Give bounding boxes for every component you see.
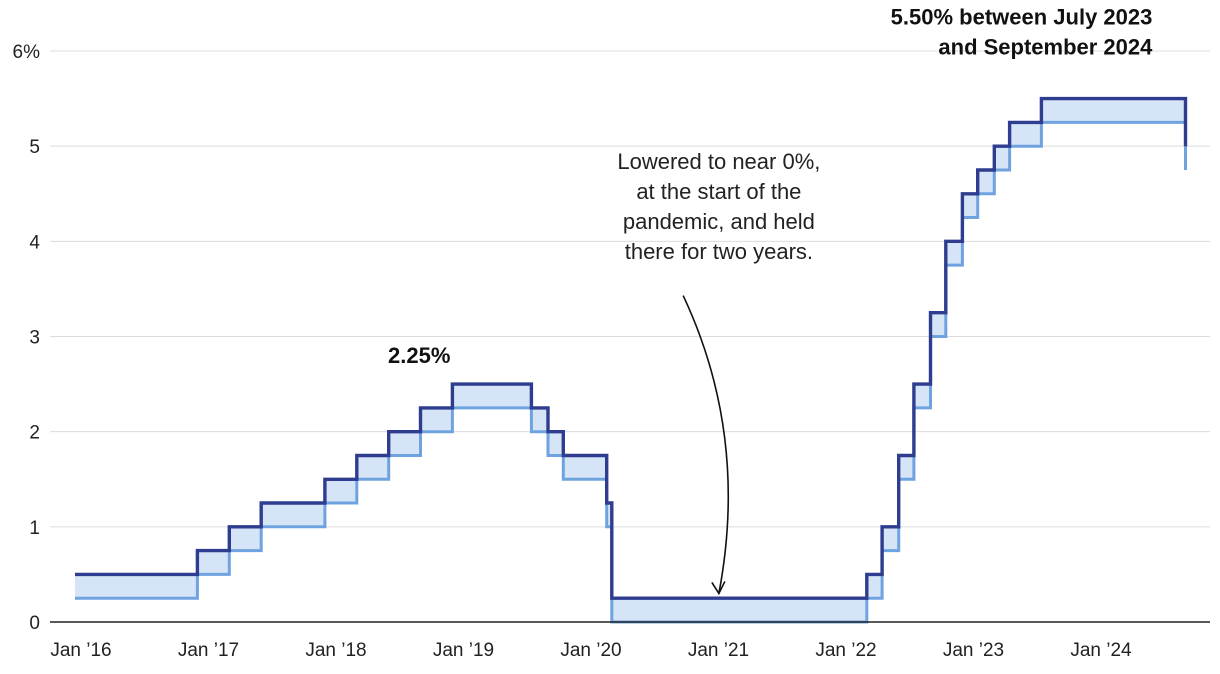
x-tick-label: Jan ’22 — [815, 640, 876, 661]
x-tick-label: Jan ’16 — [50, 640, 111, 661]
x-tick-label: Jan ’19 — [433, 640, 494, 661]
rate-range-fill — [75, 98, 1186, 623]
x-tick-label: Jan ’21 — [688, 640, 749, 661]
annotation-line: at the start of the — [636, 179, 801, 204]
y-tick-label: 1 — [29, 518, 40, 539]
y-tick-label: 2 — [29, 423, 40, 444]
x-tick-label: Jan ’24 — [1070, 640, 1132, 661]
rate-band — [75, 98, 1186, 623]
arrowhead — [711, 581, 726, 596]
x-tick-label: Jan ’20 — [560, 640, 621, 661]
annotation-line: there for two years. — [625, 239, 813, 264]
axes: 0 1 2 3 4 5 6% Jan ’16 Jan ’17 Jan ’18 Jan ’19 Jan … — [13, 42, 1210, 661]
annotation-text: Lowered to near 0%, at the start of the pa… — [617, 149, 820, 264]
y-tick-label: 4 — [29, 232, 40, 253]
annotation-pandemic-note: Lowered to near 0%, at the start of the pa… — [617, 149, 820, 596]
annotation-peak-2019: 2.25% — [388, 343, 450, 368]
annotation-line: 2.25% — [388, 343, 450, 368]
series-line-upper-bound — [75, 96, 1188, 600]
x-tick-label: Jan ’18 — [305, 640, 366, 661]
y-tick-label: 5 — [29, 137, 40, 158]
annotation-text: 2.25% — [388, 343, 450, 368]
x-tick-label: Jan ’23 — [943, 640, 1004, 661]
grid-lines — [50, 50, 1210, 528]
annotation-line: pandemic, and held — [623, 209, 815, 234]
y-tick-label: 6% — [13, 42, 41, 63]
annotation-line: 5.50% between July 2023 — [891, 4, 1153, 29]
rate-lines — [75, 96, 1188, 624]
annotation-arrow — [682, 295, 730, 594]
annotation-line: and September 2024 — [938, 34, 1153, 59]
annotations: 2.25% 5.50% between July 2023 and Septembe… — [388, 4, 1153, 596]
x-tick-label: Jan ’17 — [178, 640, 239, 661]
y-tick-label: 0 — [29, 613, 40, 634]
annotation-peak-2023: 5.50% between July 2023 and September 202… — [891, 4, 1153, 59]
annotation-line: Lowered to near 0%, — [617, 149, 820, 174]
annotation-text: 5.50% between July 2023 and September 202… — [891, 4, 1153, 59]
y-tick-label: 3 — [29, 328, 40, 349]
